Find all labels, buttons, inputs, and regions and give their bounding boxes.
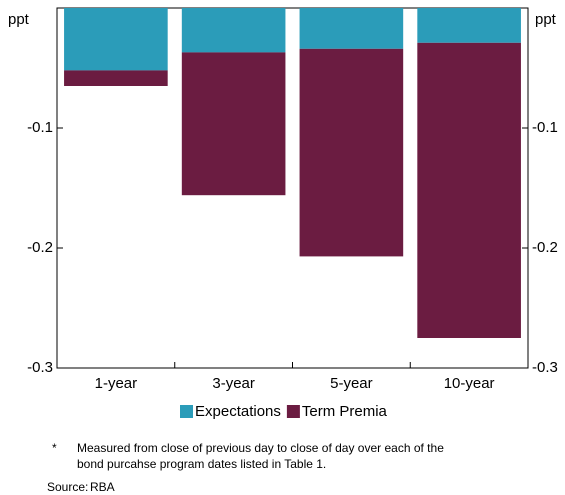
x-tick-label: 10-year [444, 375, 495, 392]
source-text: RBA [90, 480, 115, 494]
x-tick-label: 1-year [95, 375, 138, 392]
legend-swatch [180, 405, 193, 418]
note-line: bond purcahse program dates listed in Ta… [77, 457, 326, 471]
y-axis-label: ppt [8, 11, 30, 28]
y2-axis-label: ppt [535, 11, 557, 28]
note-marker: * [52, 441, 57, 455]
bar-segment [64, 8, 168, 71]
y2-tick-label: -0.3 [532, 359, 558, 376]
bar-segment [417, 8, 521, 43]
y2-tick-label: -0.2 [532, 239, 558, 256]
y-tick-label: -0.2 [27, 239, 53, 256]
note-line: Measured from close of previous day to c… [77, 441, 444, 455]
x-tick-label: 5-year [330, 375, 373, 392]
bar-segment [64, 70, 168, 86]
bar-segment [417, 42, 521, 339]
source-label: Source: [47, 480, 88, 494]
y-tick-label: -0.1 [27, 119, 53, 136]
legend-label: Term Premia [302, 403, 388, 420]
y2-tick-label: -0.1 [532, 119, 558, 136]
x-tick-label: 3-year [212, 375, 255, 392]
y-tick-label: -0.3 [27, 359, 53, 376]
legend-swatch [286, 405, 300, 418]
bar-segment [299, 48, 404, 257]
legend-label: Expectations [195, 403, 281, 420]
bar-segment [181, 8, 286, 53]
bar-segment [181, 52, 286, 196]
bar-segment [299, 8, 404, 49]
